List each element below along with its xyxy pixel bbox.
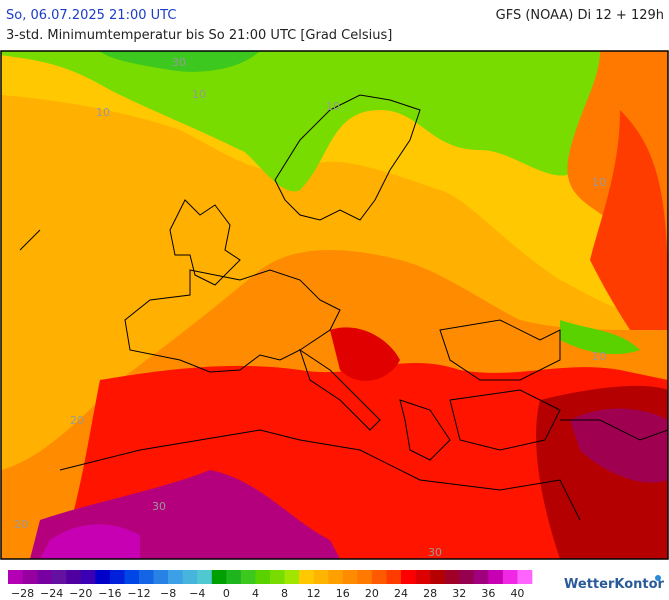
legend-swatch: [299, 570, 314, 584]
contour-labels: 10 10 10 10 20 20 30 30 10 30: [14, 56, 606, 559]
legend-swatch: [153, 570, 169, 584]
legend-tick-label: 24: [394, 587, 408, 600]
legend-swatch: [473, 570, 489, 584]
legend-swatch: [342, 570, 358, 584]
legend-swatch: [124, 570, 140, 584]
contour-label: 10: [592, 176, 606, 189]
contour-label: 30: [172, 56, 186, 69]
legend-tick-label: 28: [423, 587, 437, 600]
legend-swatch: [182, 570, 198, 584]
legend-swatch: [139, 570, 154, 584]
legend-swatch: [270, 570, 285, 584]
legend-tick-label: −8: [160, 587, 176, 600]
contour-label: 10: [192, 88, 206, 101]
legend-tick-label: −28: [11, 587, 34, 600]
coastlines: [19, 94, 668, 521]
legend-swatch: [8, 570, 23, 584]
model-run: GFS (NOAA) Di 12 + 129h: [496, 8, 664, 23]
field: [100, 51, 260, 72]
legend-swatch: [284, 570, 300, 584]
legend-swatch: [371, 570, 387, 584]
contour-label: 10: [326, 100, 340, 113]
legend-swatch: [168, 570, 183, 584]
legend-swatch: [80, 570, 96, 584]
legend-swatch: [430, 570, 445, 584]
legend-swatch: [22, 570, 38, 584]
legend-swatch: [444, 570, 460, 584]
legend-swatch: [415, 570, 431, 584]
field: [560, 320, 640, 355]
legend-tick-label: 4: [252, 587, 259, 600]
legend-tick-label: 8: [281, 587, 288, 600]
legend-tick-label: 12: [307, 587, 321, 600]
map: 10 10 10 10 20 20 30 30 10 30: [0, 50, 669, 560]
legend-swatch: [37, 570, 52, 584]
legend-tick-label: −12: [127, 587, 150, 600]
legend-swatch: [488, 570, 504, 584]
valid-time: So, 06.07.2025 21:00 UTC: [6, 8, 176, 23]
legend-swatch: [95, 570, 111, 584]
contour-label: 20: [14, 518, 28, 531]
legend-swatch: [401, 570, 416, 584]
legend-swatch: [211, 570, 227, 584]
field: [40, 524, 140, 559]
contour-label: 20: [70, 414, 84, 427]
subtitle: 3-std. Minimumtemperatur bis So 21:00 UT…: [6, 28, 392, 43]
legend-tick-label: 32: [452, 587, 466, 600]
legend-swatch: [313, 570, 329, 584]
legend-tick-label: 40: [510, 587, 524, 600]
legend-swatch: [517, 570, 533, 584]
field: [330, 327, 400, 381]
legend-swatch: [459, 570, 475, 584]
legend-tick-label: −24: [40, 587, 63, 600]
legend-swatch: [51, 570, 67, 584]
contour-label: 30: [152, 500, 166, 513]
map-frame: [0, 50, 669, 560]
field: [590, 110, 668, 380]
legend-swatch: [255, 570, 271, 584]
legend-swatch: [197, 570, 213, 584]
legend-swatch: [226, 570, 242, 584]
logo-icon: [655, 575, 661, 581]
contour-label: 10: [96, 106, 110, 119]
field: [570, 408, 668, 483]
contour-label: 10: [592, 350, 606, 363]
legend-swatch: [386, 570, 402, 584]
field: [1, 51, 668, 192]
legend-tick-label: 36: [481, 587, 495, 600]
legend-swatch: [240, 570, 256, 584]
brand-logo: WetterKontor: [564, 577, 665, 592]
legend-swatch: [109, 570, 125, 584]
legend-swatch: [357, 570, 373, 584]
legend-tick-label: 20: [365, 587, 379, 600]
legend-swatch: [328, 570, 344, 584]
legend-swatch: [502, 570, 518, 584]
legend-swatch: [66, 570, 82, 584]
legend-tick-label: −16: [98, 587, 121, 600]
legend-tick-label: −4: [189, 587, 205, 600]
legend-tick-label: 16: [336, 587, 350, 600]
legend: −28 −24 −20 −16 −12 −8 −4 0 4 8 12 16 20 24 28 32 36 40: [8, 570, 533, 600]
contour-label: 30: [428, 546, 442, 559]
legend-tick-label: 0: [223, 587, 230, 600]
legend-tick-label: −20: [69, 587, 92, 600]
